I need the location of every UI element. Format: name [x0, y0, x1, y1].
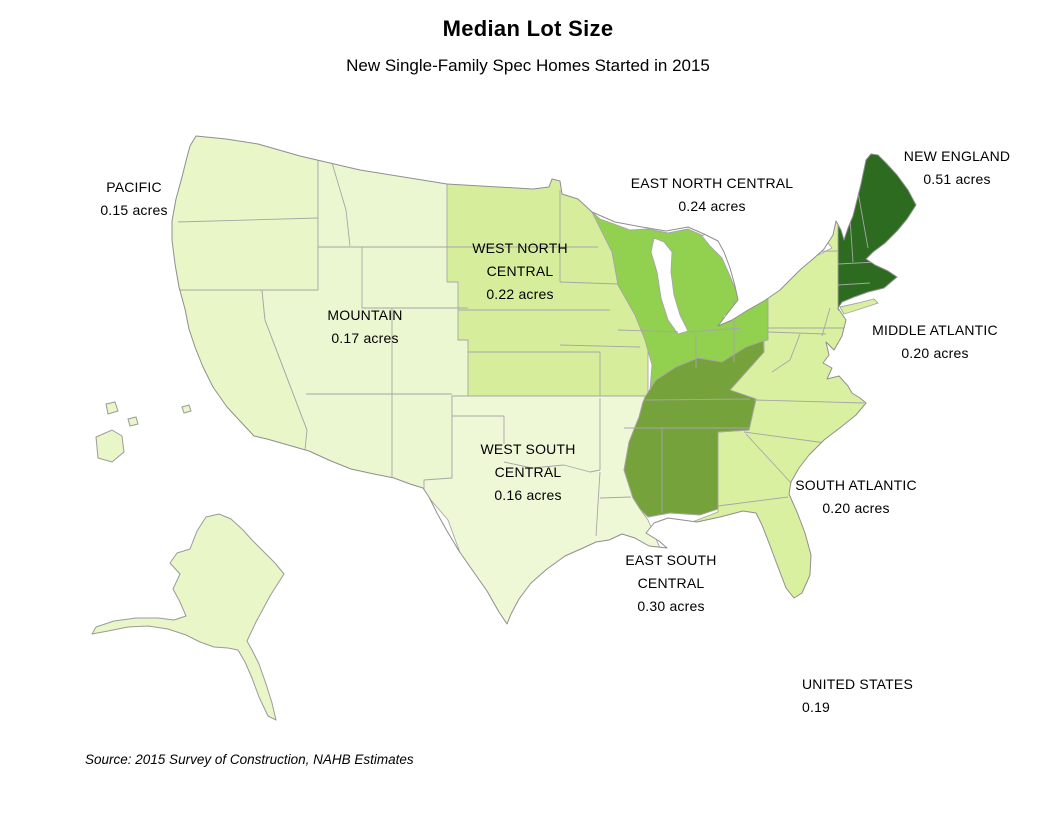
chart-subtitle: New Single-Family Spec Homes Started in … [346, 56, 710, 75]
region-label-south-atlantic: SOUTH ATLANTIC 0.20 acres [776, 474, 936, 520]
region-name: PACIFIC [106, 179, 162, 195]
hawaii-shapes [95, 401, 192, 463]
region-value: 0.15 acres [100, 202, 168, 218]
region-value: 0.24 acres [678, 198, 746, 214]
region-label-west-south-central: WEST SOUTH CENTRAL 0.16 acres [453, 438, 603, 507]
region-name: CENTRAL [486, 263, 554, 279]
region-label-pacific: PACIFIC 0.15 acres [59, 176, 209, 222]
alaska-shape [91, 513, 285, 721]
region-name: MOUNTAIN [327, 307, 403, 323]
region-name: SOUTH ATLANTIC [795, 477, 917, 493]
lake-michigan-shape [650, 237, 689, 335]
region-name: NEW ENGLAND [903, 148, 1011, 164]
region-label-united-states: UNITED STATES 0.19 [802, 673, 962, 719]
source-note: Source: 2015 Survey of Construction, NAH… [85, 752, 414, 767]
region-value: 0.16 acres [494, 487, 562, 503]
region-value: 0.17 acres [331, 330, 399, 346]
region-name: CENTRAL [494, 464, 562, 480]
region-value: 0.19 [802, 699, 831, 715]
region-name: EAST SOUTH [625, 552, 717, 568]
region-value: 0.22 acres [486, 286, 554, 302]
division-new-england-shape [837, 136, 916, 311]
region-name: EAST NORTH CENTRAL [630, 175, 794, 191]
region-value: 0.20 acres [901, 345, 969, 361]
division-middle-atlantic-shape [767, 136, 853, 361]
region-label-mountain: MOUNTAIN 0.17 acres [290, 304, 440, 350]
division-east-south-central-shape [623, 340, 765, 518]
region-label-new-england: NEW ENGLAND 0.51 acres [877, 145, 1037, 191]
state-borders [174, 155, 878, 537]
region-name: MIDDLE ATLANTIC [872, 322, 998, 338]
long-island-shape [839, 298, 879, 315]
region-label-east-south-central: EAST SOUTH CENTRAL 0.30 acres [596, 549, 746, 618]
region-value: 0.51 acres [923, 171, 991, 187]
region-name: WEST SOUTH [480, 441, 576, 457]
us-outline [171, 135, 917, 625]
region-name: CENTRAL [637, 575, 705, 591]
region-label-west-north-central: WEST NORTH CENTRAL 0.22 acres [445, 237, 595, 306]
region-value: 0.20 acres [822, 500, 890, 516]
region-label-middle-atlantic: MIDDLE ATLANTIC 0.20 acres [855, 319, 1015, 365]
region-label-east-north-central: EAST NORTH CENTRAL 0.24 acres [612, 172, 812, 218]
region-value: 0.30 acres [637, 598, 705, 614]
region-name: UNITED STATES [802, 676, 913, 692]
chart-title: Median Lot Size [442, 16, 614, 41]
region-name: WEST NORTH [472, 240, 568, 256]
